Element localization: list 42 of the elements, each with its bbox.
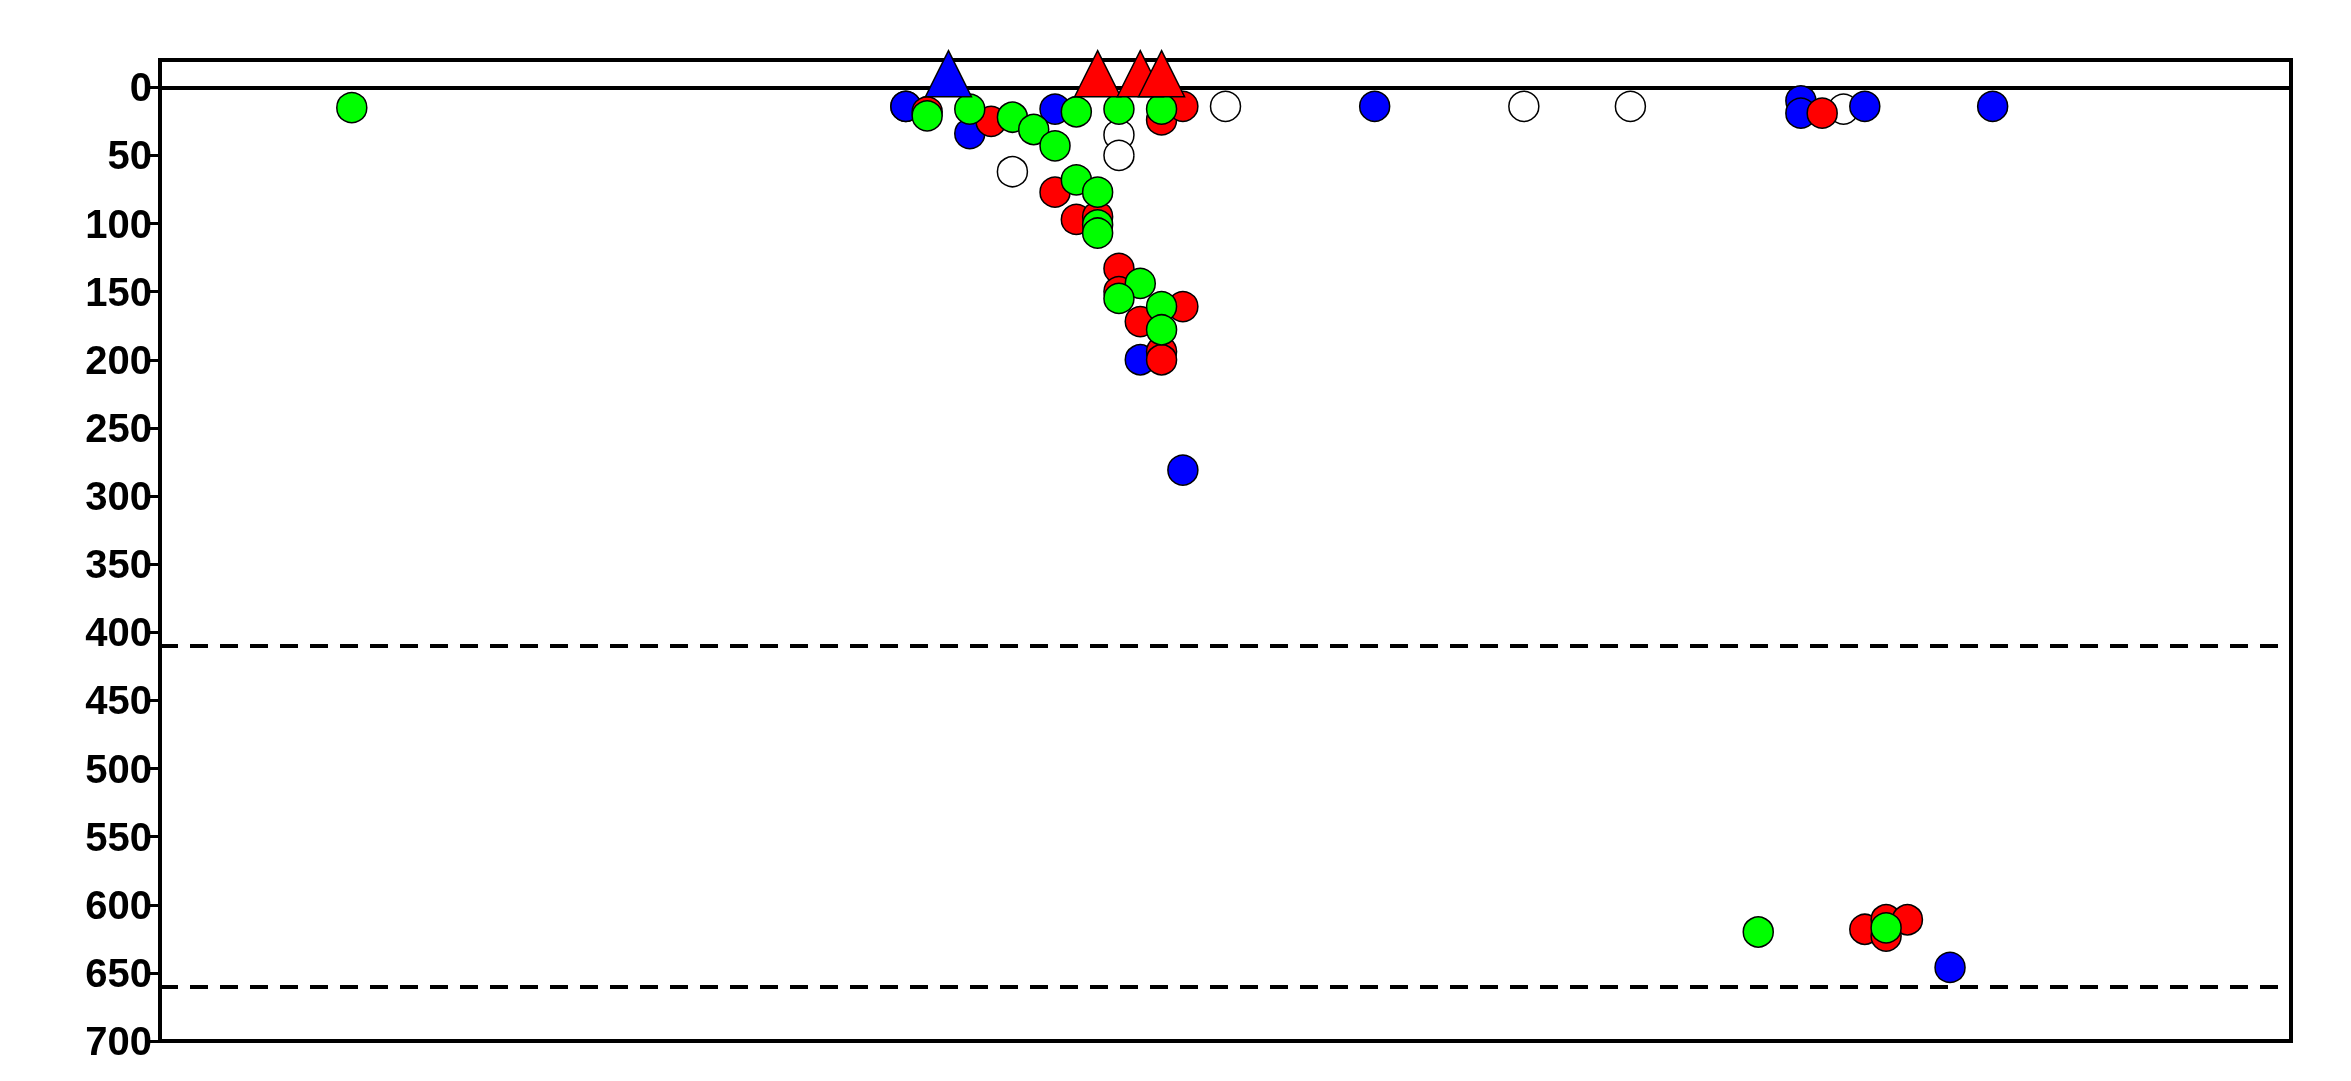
point [1976, 90, 2009, 123]
point [1060, 96, 1093, 128]
y-tick-label: 600 [85, 882, 152, 927]
point [1081, 176, 1114, 208]
y-tick-label: 650 [85, 950, 152, 995]
y-tick-label: 100 [85, 201, 152, 246]
point [924, 49, 973, 98]
point [1167, 454, 1199, 486]
point [1145, 344, 1178, 376]
y-tick-label: 250 [85, 405, 152, 450]
point [1934, 951, 1966, 984]
y-tick-label: 50 [107, 133, 152, 178]
point [1742, 916, 1774, 948]
y-tick-label: 450 [85, 678, 152, 723]
y-tick-label: 500 [85, 746, 152, 791]
point [1870, 912, 1902, 944]
y-tick-label: 700 [85, 1019, 152, 1063]
point [1209, 90, 1242, 123]
point [1073, 49, 1122, 98]
point [1039, 130, 1071, 162]
y-tick-label: 400 [85, 610, 152, 655]
point [1358, 90, 1391, 123]
y-tick-label: 0 [129, 65, 152, 110]
y-tick-label: 150 [85, 269, 152, 314]
point [1103, 282, 1135, 315]
y-tick-label: 550 [85, 814, 152, 859]
point [336, 91, 368, 124]
point [1614, 90, 1647, 123]
point [1081, 217, 1114, 249]
point [1137, 49, 1186, 98]
point [996, 155, 1029, 188]
point [1103, 139, 1135, 172]
point [1508, 90, 1540, 123]
point [1017, 113, 1050, 146]
point [1806, 97, 1838, 129]
point [1145, 314, 1178, 346]
point [1124, 267, 1157, 300]
y-tick-label: 200 [85, 337, 152, 382]
y-tick-label: 350 [85, 542, 152, 587]
point [954, 93, 986, 125]
y-tick-label: 300 [85, 474, 152, 518]
point [1849, 90, 1881, 123]
